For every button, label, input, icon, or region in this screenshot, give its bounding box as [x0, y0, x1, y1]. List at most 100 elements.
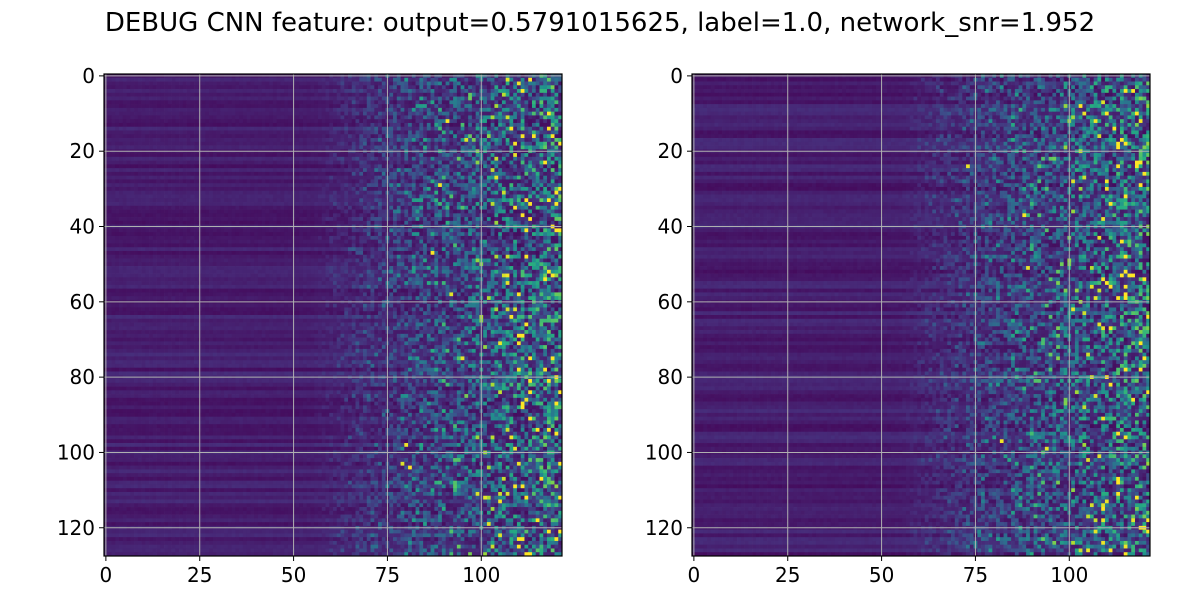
heatmap-cell	[520, 130, 525, 135]
heatmap-cell	[160, 115, 165, 120]
heatmap-cell	[374, 126, 379, 131]
heatmap-cell	[227, 175, 232, 180]
heatmap-cell	[280, 168, 285, 173]
heatmap-cell	[460, 213, 465, 218]
heatmap-cell	[257, 81, 263, 86]
heatmap-cell	[216, 153, 221, 158]
heatmap-cell	[378, 186, 383, 192]
heatmap-cell	[363, 107, 368, 113]
heatmap-cell	[239, 183, 244, 188]
heatmap-cell	[201, 104, 206, 109]
heatmap-cell	[119, 89, 124, 94]
heatmap-cell	[516, 209, 522, 214]
heatmap-cell	[535, 171, 540, 177]
heatmap-cell	[212, 156, 217, 161]
heatmap-cell	[340, 115, 345, 120]
heatmap-cell	[528, 164, 533, 169]
heatmap-cell	[471, 89, 476, 94]
heatmap-cell	[449, 202, 454, 207]
heatmap-cell	[509, 156, 514, 161]
heatmap-cell	[284, 81, 289, 86]
heatmap-cell	[179, 89, 184, 94]
heatmap-cell	[167, 209, 172, 214]
heatmap-cell	[314, 171, 319, 177]
heatmap-cell	[419, 217, 424, 222]
heatmap-cell	[516, 126, 522, 131]
heatmap-cell	[513, 92, 518, 97]
heatmap-cell	[475, 202, 480, 207]
heatmap-cell	[423, 205, 428, 210]
heatmap-cell	[464, 175, 469, 180]
heatmap-cell	[310, 190, 315, 195]
heatmap-cell	[302, 141, 308, 146]
heatmap-cell	[524, 202, 529, 207]
heatmap-cell	[475, 85, 480, 90]
heatmap-cell	[370, 134, 375, 139]
heatmap-cell	[242, 122, 247, 128]
heatmap-cell	[490, 138, 495, 143]
heatmap-cell	[543, 104, 548, 109]
heatmap-cell	[415, 190, 420, 195]
heatmap-cell	[119, 213, 124, 218]
heatmap-cell	[194, 145, 199, 150]
heatmap-cell	[513, 153, 518, 158]
heatmap-cell	[374, 213, 379, 218]
heatmap-cell	[468, 171, 473, 177]
heatmap-cell	[224, 81, 229, 86]
heatmap-cell	[145, 130, 150, 135]
heatmap-cell	[396, 171, 401, 177]
heatmap-cell	[366, 126, 371, 131]
heatmap-cell	[231, 130, 236, 135]
heatmap-cell	[498, 85, 503, 90]
heatmap-cell	[389, 107, 394, 113]
heatmap-cell	[257, 115, 263, 120]
heatmap-cell	[299, 171, 304, 177]
heatmap-cell	[306, 175, 311, 180]
heatmap-cell	[216, 168, 221, 173]
heatmap-cell	[325, 138, 330, 143]
heatmap-cell	[333, 156, 338, 161]
heatmap-cell	[269, 156, 274, 161]
heatmap-cell	[149, 89, 154, 94]
heatmap-cell	[212, 198, 217, 203]
heatmap-cell	[205, 213, 210, 218]
heatmap-cell	[216, 134, 221, 139]
heatmap-cell	[246, 111, 251, 116]
heatmap-cell	[250, 213, 255, 218]
heatmap-cell	[520, 217, 525, 222]
heatmap-cell	[528, 141, 533, 146]
heatmap-cell	[167, 220, 172, 225]
heatmap-cell	[494, 202, 499, 207]
heatmap-cell	[302, 81, 308, 86]
heatmap-cell	[164, 111, 169, 116]
heatmap-cell	[475, 141, 480, 146]
heatmap-cell	[348, 205, 353, 210]
heatmap-cell	[340, 111, 345, 116]
heatmap-cell	[550, 198, 555, 203]
heatmap-cell	[190, 92, 195, 97]
heatmap-cell	[516, 168, 522, 173]
heatmap-cell	[235, 171, 240, 177]
heatmap-cell	[505, 92, 510, 97]
heatmap-cell	[257, 220, 263, 225]
heatmap-cell	[415, 85, 420, 90]
heatmap-cell	[558, 205, 563, 210]
heatmap-cell	[453, 217, 458, 222]
heatmap-cell	[250, 145, 255, 150]
heatmap-cell	[310, 160, 315, 165]
heatmap-cell	[524, 164, 529, 169]
heatmap-cell	[235, 92, 240, 97]
heatmap-cell	[351, 156, 356, 161]
heatmap-cell	[242, 77, 247, 82]
heatmap-cell	[531, 77, 537, 82]
heatmap-cell	[483, 141, 488, 146]
heatmap-cell	[205, 111, 210, 116]
heatmap-cell	[490, 81, 495, 86]
heatmap-cell	[175, 145, 180, 150]
heatmap-cell	[453, 186, 458, 192]
heatmap-cell	[404, 190, 409, 195]
heatmap-cell	[130, 164, 135, 169]
heatmap-cell	[524, 134, 529, 139]
heatmap-cell	[366, 194, 371, 199]
heatmap-cell	[306, 194, 311, 199]
